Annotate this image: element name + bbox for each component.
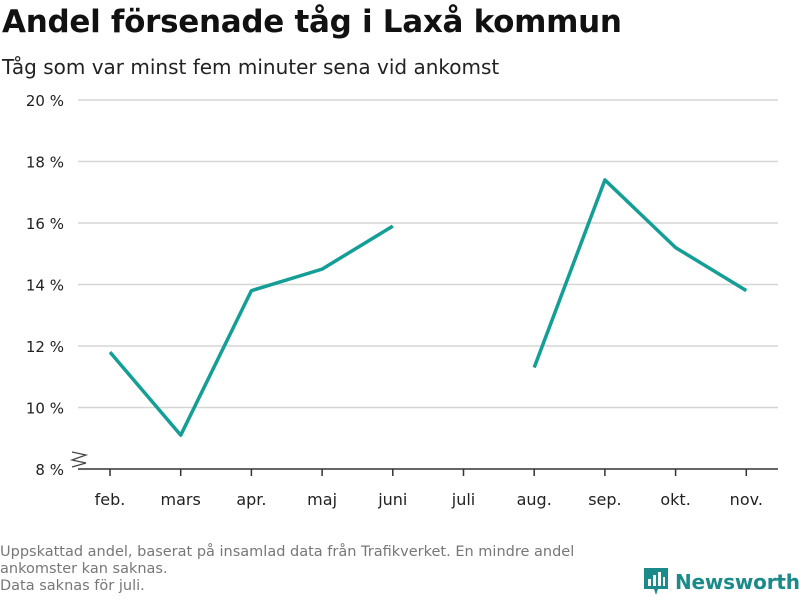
x-tick-label: mars [161, 490, 201, 509]
x-tick-label: aug. [517, 490, 552, 509]
x-tick-label: maj [307, 490, 337, 509]
series-line-segment [532, 178, 748, 369]
y-tick-label: 20 % [26, 92, 64, 110]
x-tick-label: nov. [730, 490, 763, 509]
x-axis [69, 451, 778, 470]
series-line-segment [108, 224, 394, 437]
y-tick-label: 16 % [26, 215, 64, 233]
gridlines [78, 99, 778, 409]
x-axis-ticks: feb. mars apr. maj juni juli aug. sep. okt. nov. [95, 469, 763, 509]
y-tick-label: 18 % [26, 154, 64, 172]
x-tick-label: feb. [95, 490, 126, 509]
chart-title: Andel försenade tåg i Laxå kommun [2, 4, 622, 40]
brand-name: Newsworthy [675, 570, 800, 594]
y-tick-label: 10 % [26, 400, 64, 418]
footnote-missing-data: Data saknas för juli. [0, 578, 145, 594]
newsworthy-logo-icon [644, 568, 668, 595]
y-tick-label: 8 % [35, 461, 64, 479]
x-tick-label: juli [451, 490, 475, 509]
axis-break-marker [69, 451, 89, 468]
y-tick-label: 14 % [26, 277, 64, 295]
x-tick-label: sep. [588, 490, 621, 509]
brand-logo: Newsworthy [643, 567, 800, 597]
series-lines [108, 178, 748, 437]
y-axis-ticks: 8 % 10 % 12 % 14 % 16 % 18 % 20 % [26, 92, 64, 479]
x-tick-label: apr. [236, 490, 266, 509]
footnote: Uppskattad andel, baserat på insamlad da… [0, 544, 630, 595]
y-tick-label: 12 % [26, 338, 64, 356]
x-tick-label: okt. [660, 490, 690, 509]
footnote-source: Uppskattad andel, baserat på insamlad da… [0, 544, 575, 577]
x-tick-label: juni [377, 490, 407, 509]
chart-subtitle: Tåg som var minst fem minuter sena vid a… [2, 55, 500, 79]
